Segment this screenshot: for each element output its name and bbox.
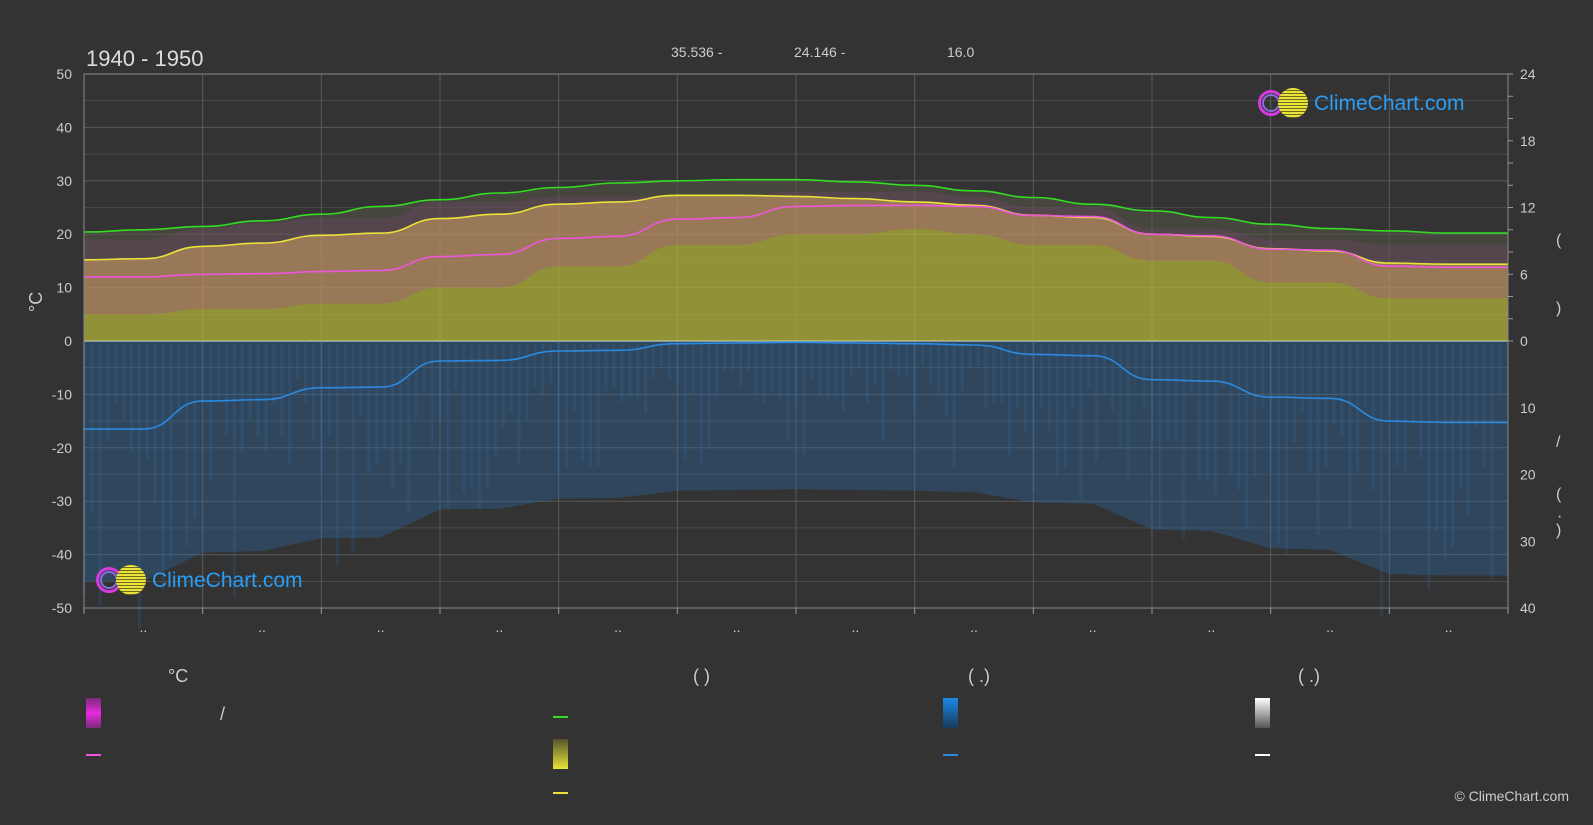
legend-separator: / bbox=[220, 704, 226, 724]
logo-icon bbox=[96, 565, 148, 597]
y-right-top-tick-label: 6 bbox=[1520, 266, 1528, 282]
legend-header-rain: ( .) bbox=[968, 666, 990, 686]
series-line-2 bbox=[83, 204, 1509, 278]
logo-text: ClimeChart.com bbox=[152, 569, 303, 592]
logo-icon bbox=[1258, 88, 1310, 120]
y-left-tick-label: -10 bbox=[52, 386, 72, 402]
legend-header-temperature: °C bbox=[168, 666, 189, 686]
y-left-tick-label: -50 bbox=[52, 600, 72, 616]
daylight-area bbox=[84, 179, 1508, 265]
chart-title: 1940 - 1950 bbox=[86, 46, 204, 71]
rain-area bbox=[84, 341, 1508, 582]
x-category-label: .. bbox=[1445, 619, 1453, 635]
legend-line-sunshine bbox=[553, 792, 568, 794]
x-category-label: .. bbox=[1326, 619, 1334, 635]
y-right-bottom-tick-label: 40 bbox=[1520, 600, 1536, 616]
x-category-label: .. bbox=[139, 619, 147, 635]
y-left-tick-label: 10 bbox=[56, 280, 72, 296]
y-left-tick-label: 50 bbox=[56, 66, 72, 82]
x-category-label: .. bbox=[614, 619, 622, 635]
legend-header-sunshine: ( ) bbox=[693, 666, 710, 686]
legend-swatch-snow bbox=[1255, 698, 1270, 728]
y-right-bottom-tick-label: 30 bbox=[1520, 533, 1536, 549]
legend-line-snow bbox=[1255, 754, 1270, 756]
x-category-label: .. bbox=[495, 619, 503, 635]
temperature-range-area bbox=[84, 191, 1508, 315]
legend-header-snow: ( .) bbox=[1298, 666, 1320, 686]
y-right-top-tick-label: 18 bbox=[1520, 133, 1536, 149]
x-category-label: .. bbox=[733, 619, 741, 635]
y-left-tick-label: -20 bbox=[52, 440, 72, 456]
legend-swatch-sunshine bbox=[553, 739, 568, 769]
y-right-top-tick-label: 12 bbox=[1520, 200, 1536, 216]
right-axis-mark-5: · bbox=[1557, 508, 1563, 525]
right-axis-mark-3: / bbox=[1556, 434, 1561, 451]
y-left-tick-label: 40 bbox=[56, 119, 72, 135]
y-left-tick-label: -30 bbox=[52, 493, 72, 509]
x-category-label: .. bbox=[377, 619, 385, 635]
y-right-top-tick-label: 24 bbox=[1520, 66, 1536, 82]
x-category-label: .. bbox=[1207, 619, 1215, 635]
top-stat-1: 35.536 - bbox=[671, 44, 723, 60]
y-left-tick-label: 0 bbox=[64, 333, 72, 349]
right-axis-mark-4: ( bbox=[1556, 486, 1562, 503]
legend-swatch-temp-range bbox=[86, 698, 101, 728]
x-category-label: .. bbox=[970, 619, 978, 635]
legend-line-avg-temp bbox=[86, 754, 101, 756]
y-axis-left-label: °C bbox=[26, 291, 46, 312]
top-stat-3: 16.0 bbox=[947, 44, 975, 60]
y-right-bottom-tick-label: 20 bbox=[1520, 467, 1536, 483]
x-category-label: .. bbox=[258, 619, 266, 635]
x-category-label: .. bbox=[1089, 619, 1097, 635]
y-left-tick-label: 20 bbox=[56, 226, 72, 242]
right-axis-mark-6: ) bbox=[1556, 522, 1562, 539]
legend-line-daylight bbox=[553, 716, 568, 718]
logo-top-right[interactable]: ClimeChart.com bbox=[1258, 88, 1465, 120]
y-right-top-tick-label: 0 bbox=[1520, 333, 1528, 349]
y-right-bottom-tick-label: 10 bbox=[1520, 400, 1536, 416]
y-left-tick-label: 30 bbox=[56, 173, 72, 189]
logo-bottom-left[interactable]: ClimeChart.com bbox=[96, 565, 303, 597]
right-axis-mark-1: ( bbox=[1556, 232, 1562, 249]
right-axis-mark-2: ) bbox=[1556, 300, 1562, 317]
series-line-0 bbox=[83, 178, 1508, 234]
x-category-label: .. bbox=[851, 619, 859, 635]
logo-text: ClimeChart.com bbox=[1314, 92, 1465, 115]
axis-ticks: 50 40 30 20 10 0 -10 -20 -30 -40 -50 24 18 12 6 0 10 20 30… bbox=[52, 66, 1536, 635]
legend-swatch-rain bbox=[943, 698, 958, 728]
legend-line-rain bbox=[943, 754, 958, 756]
top-stat-2: 24.146 - bbox=[794, 44, 846, 60]
series-lines bbox=[83, 178, 1509, 430]
sunshine-area bbox=[84, 195, 1508, 341]
copyright: © ClimeChart.com bbox=[1454, 788, 1569, 804]
series-line-3 bbox=[84, 341, 1508, 430]
y-left-tick-label: -40 bbox=[52, 547, 72, 563]
area-fills bbox=[82, 179, 1508, 628]
